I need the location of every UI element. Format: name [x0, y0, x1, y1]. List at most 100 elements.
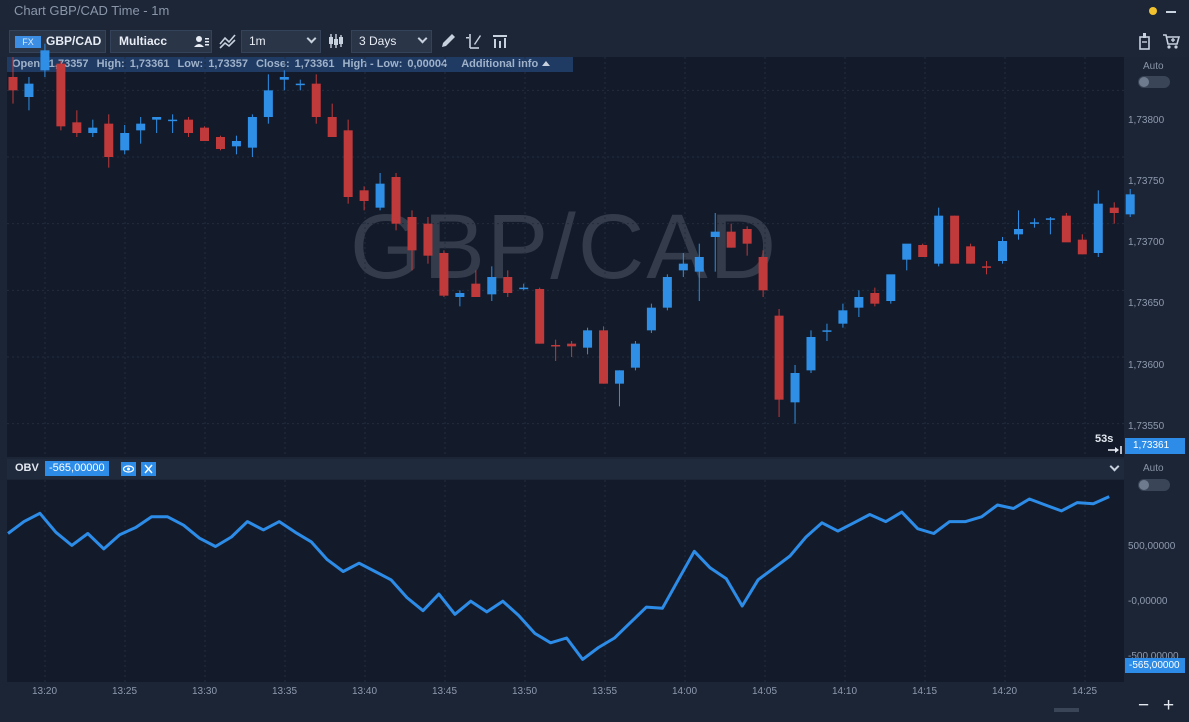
candle[interactable] [24, 77, 34, 111]
candle[interactable] [934, 207, 944, 267]
indicators-icon[interactable] [219, 32, 237, 50]
candle[interactable] [88, 119, 98, 137]
candle[interactable] [231, 135, 241, 155]
candle[interactable] [902, 243, 912, 271]
candle[interactable] [998, 237, 1008, 264]
candle[interactable] [503, 270, 513, 297]
candle[interactable] [263, 74, 273, 124]
candle[interactable] [152, 117, 162, 133]
candle[interactable] [966, 243, 976, 264]
candle[interactable] [391, 173, 401, 231]
candle[interactable] [742, 226, 752, 256]
candle[interactable] [726, 223, 736, 248]
candle[interactable] [662, 274, 672, 311]
candle[interactable] [567, 341, 577, 357]
candle[interactable] [327, 103, 337, 137]
candle[interactable] [790, 365, 800, 424]
obv-chart[interactable] [7, 480, 1124, 682]
candle[interactable] [822, 323, 832, 341]
candle[interactable] [886, 274, 896, 304]
candle[interactable] [295, 79, 305, 91]
symbol-selector[interactable]: FX GBP/CAD [9, 30, 106, 53]
candle[interactable] [599, 326, 609, 384]
candle[interactable] [120, 125, 130, 155]
price-auto-toggle[interactable] [1138, 76, 1170, 88]
candle[interactable] [184, 117, 194, 137]
candle[interactable] [710, 213, 720, 272]
additional-info-toggle[interactable]: Additional info [455, 58, 551, 70]
obv-axis[interactable] [1125, 459, 1189, 682]
candle[interactable] [455, 290, 465, 307]
candle[interactable] [950, 215, 960, 264]
candle[interactable] [375, 173, 385, 211]
candle[interactable] [1045, 217, 1055, 235]
candle[interactable] [694, 243, 704, 301]
candle[interactable] [279, 70, 289, 91]
candle[interactable] [1093, 190, 1103, 257]
obv-visibility-button[interactable] [121, 462, 136, 476]
scroll-to-latest-icon[interactable] [1107, 445, 1123, 455]
candle[interactable] [359, 186, 369, 211]
time-scrollbar[interactable] [1054, 708, 1079, 712]
candle[interactable] [40, 43, 50, 77]
chart-type-icon[interactable] [327, 32, 345, 50]
obv-remove-button[interactable] [141, 462, 156, 476]
tools-icon[interactable] [465, 32, 483, 50]
candle[interactable] [551, 339, 561, 361]
templates-icon[interactable] [491, 32, 509, 50]
candle[interactable] [630, 341, 640, 371]
candle[interactable] [519, 283, 529, 291]
candle[interactable] [646, 303, 656, 333]
candle[interactable] [918, 243, 928, 257]
candle[interactable] [8, 57, 18, 104]
candle[interactable] [311, 74, 321, 124]
timeframe-dropdown[interactable]: 1m [241, 30, 321, 53]
candle[interactable] [343, 119, 353, 204]
candle[interactable] [136, 117, 146, 144]
range-dropdown[interactable]: 3 Days [351, 30, 432, 53]
toolbar: FX GBP/CAD Multiacc 1m [0, 24, 1189, 57]
candle[interactable] [168, 114, 178, 133]
range-label: High - Low: [342, 58, 403, 70]
candle[interactable] [487, 266, 497, 301]
candle[interactable] [1125, 189, 1135, 217]
obv-auto-toggle[interactable] [1138, 479, 1170, 491]
candle[interactable] [614, 370, 624, 407]
candle[interactable] [407, 210, 417, 271]
candle-body [327, 117, 337, 137]
zoom-out-button[interactable]: − [1138, 695, 1150, 716]
candle[interactable] [1109, 202, 1119, 224]
time-axis[interactable] [7, 683, 1124, 705]
candle[interactable] [535, 287, 545, 344]
candle[interactable] [423, 217, 433, 264]
market-badge: FX [15, 36, 41, 48]
candle[interactable] [1061, 213, 1071, 243]
candle[interactable] [1013, 210, 1023, 240]
candle[interactable] [104, 114, 114, 168]
detach-icon[interactable] [1136, 32, 1154, 50]
candle[interactable] [678, 253, 688, 277]
zoom-in-button[interactable]: + [1163, 695, 1175, 716]
minimize-icon[interactable] [1166, 11, 1176, 13]
account-selector[interactable]: Multiacc [110, 30, 212, 53]
candle[interactable] [982, 261, 992, 275]
candle[interactable] [583, 327, 593, 355]
candle[interactable] [200, 126, 210, 141]
candle[interactable] [806, 330, 816, 373]
candle[interactable] [774, 309, 784, 417]
candle[interactable] [56, 61, 66, 131]
candle[interactable] [758, 250, 768, 297]
candle[interactable] [1077, 234, 1087, 255]
draw-icon[interactable] [439, 32, 457, 50]
candle[interactable] [247, 114, 257, 157]
candle[interactable] [72, 110, 82, 137]
candle[interactable] [838, 303, 848, 328]
candle[interactable] [439, 250, 449, 297]
candle[interactable] [215, 135, 225, 151]
candle[interactable] [870, 287, 880, 307]
price-axis[interactable] [1125, 57, 1189, 457]
candle[interactable] [1029, 218, 1039, 228]
cart-icon[interactable] [1162, 32, 1180, 50]
candle[interactable] [471, 270, 481, 297]
candle[interactable] [854, 290, 864, 317]
